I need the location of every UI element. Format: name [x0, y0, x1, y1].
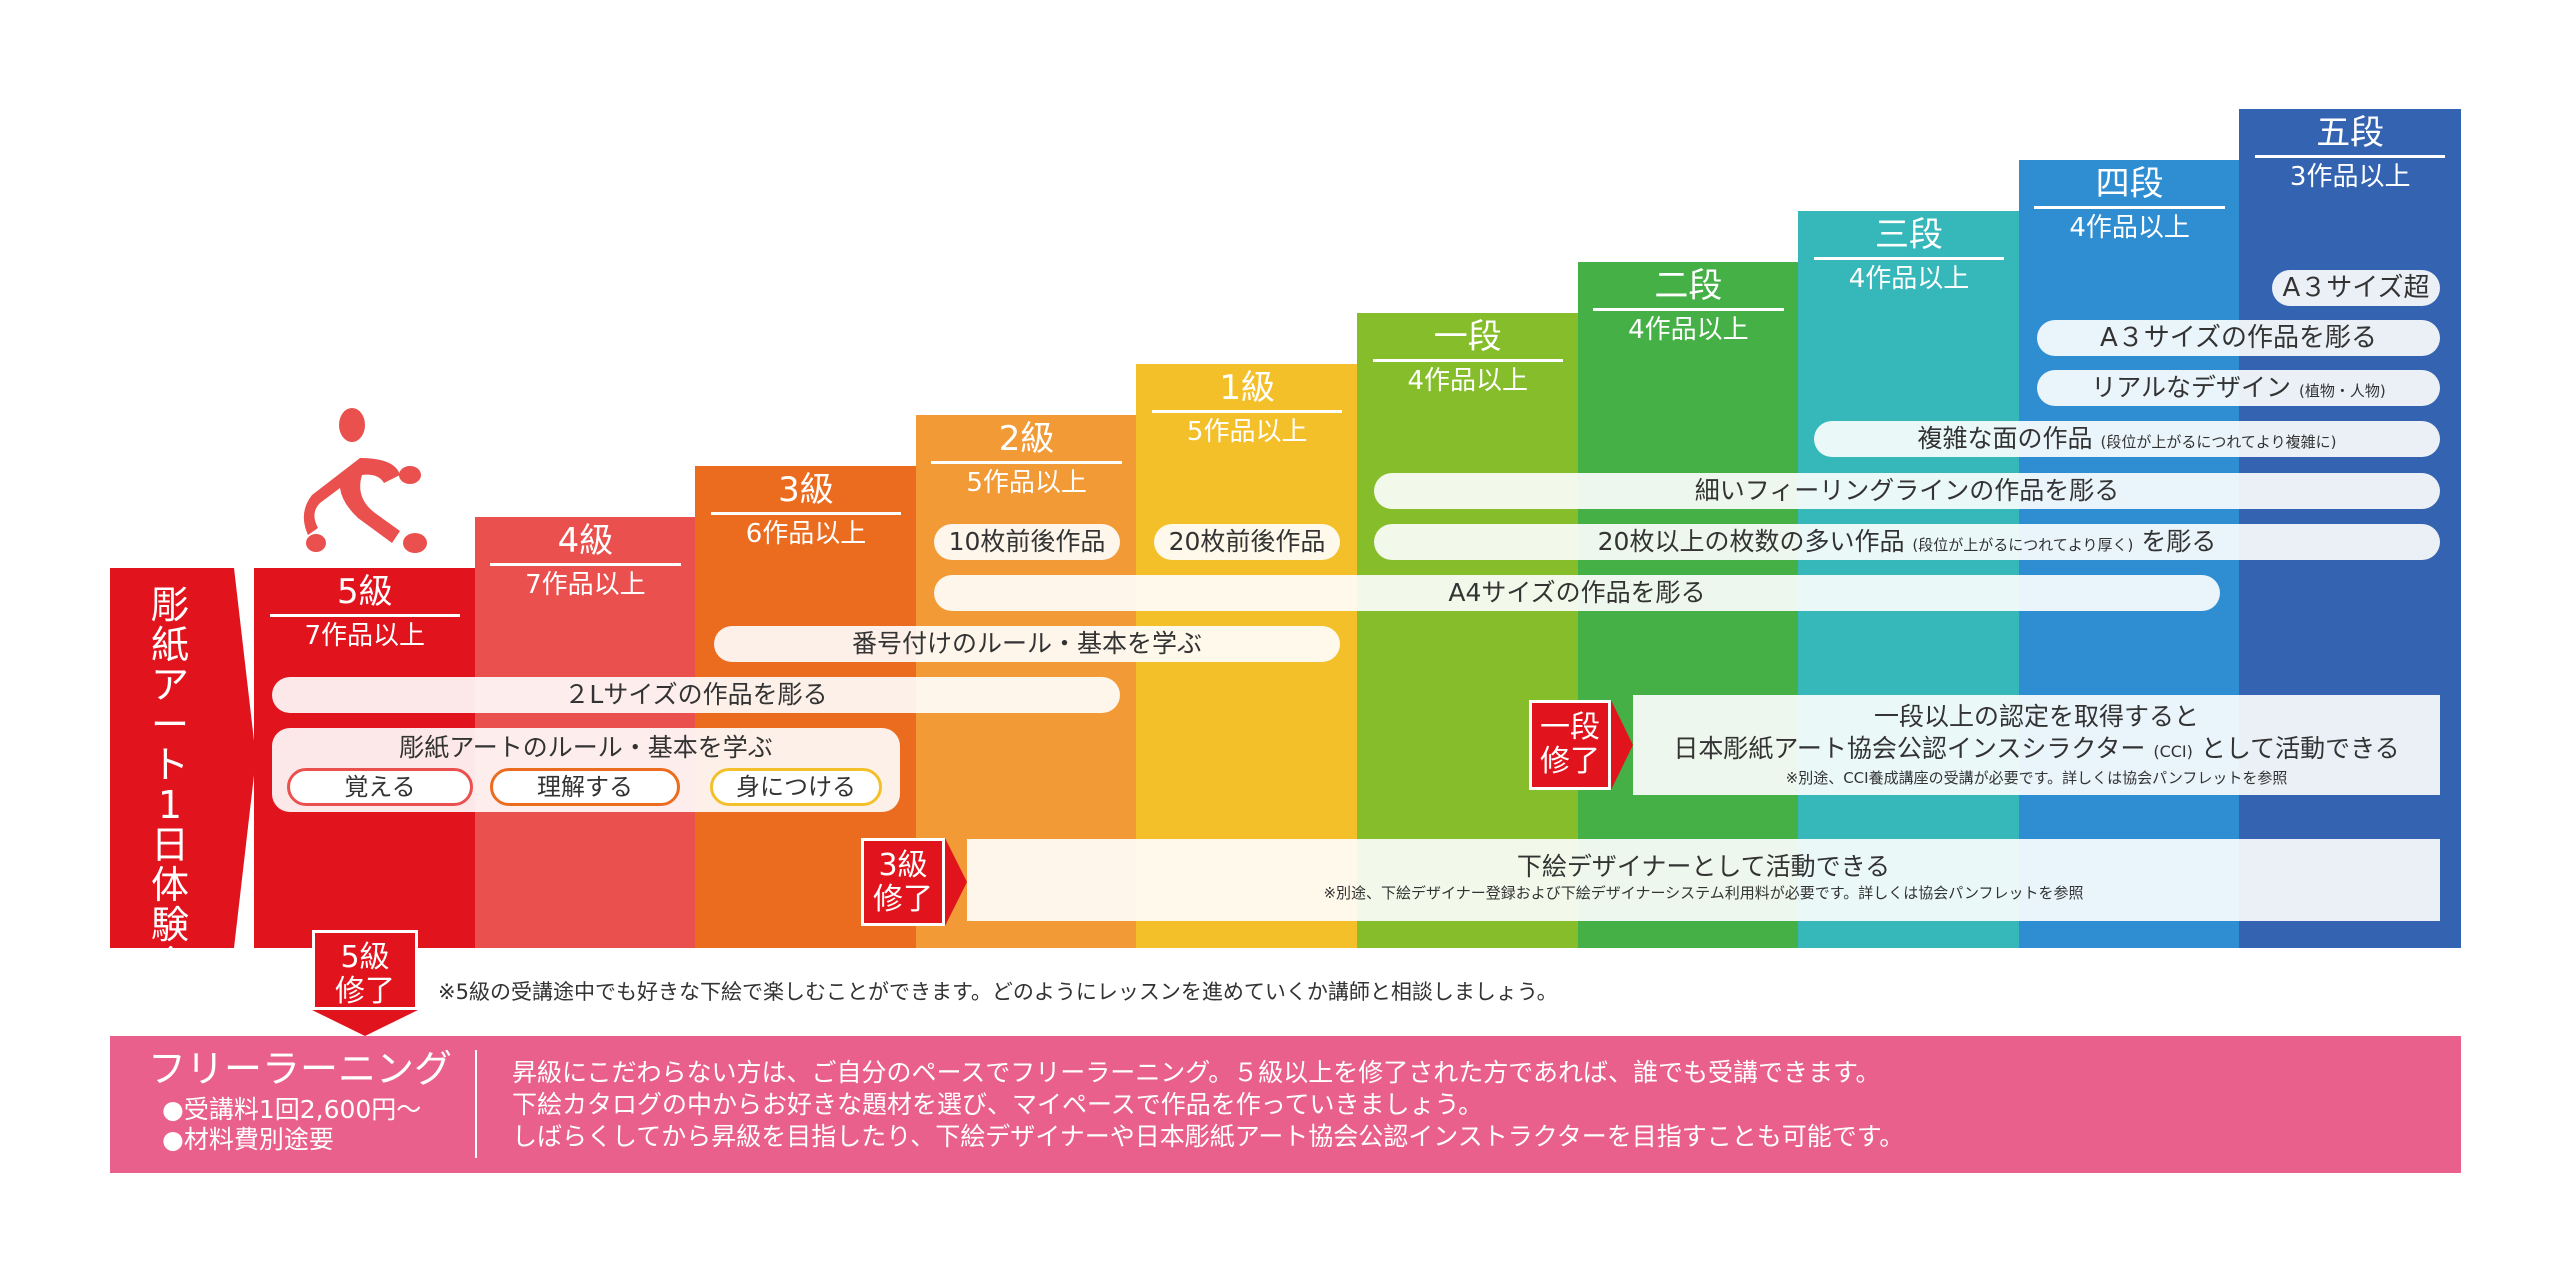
instructor-line2-cci: (CCI)	[2153, 742, 2193, 761]
free-learning-divider	[475, 1050, 477, 1158]
level-title: 2級	[998, 419, 1055, 459]
bar-many-label: 20枚以上の枚数の多い作品	[1597, 527, 1905, 556]
bar-a3: A３サイズの作品を彫る	[2037, 320, 2440, 356]
level-works: 4作品以上	[1407, 366, 1529, 396]
level-title: 一段	[1433, 317, 1502, 357]
basics-step-3: 身につける	[710, 768, 882, 806]
grade3-complete-tag: 3級 修了	[861, 838, 945, 926]
level-rule	[1151, 410, 1343, 413]
free-learning-band	[110, 1036, 2461, 1173]
level-works: 6作品以上	[745, 519, 867, 549]
basics-step-2: 理解する	[490, 768, 680, 806]
level-works: 5作品以上	[1186, 417, 1308, 447]
level-rule	[710, 512, 902, 515]
trial-label: 彫紙アート1日体験会	[150, 583, 189, 987]
designer-note: ※別途、下絵デザイナー登録および下絵デザイナーシステム利用料が必要です。詳しくは…	[1323, 884, 2084, 902]
level-rule	[269, 614, 461, 617]
free-learning-line-1: 昇級にこだわらない方は、ご自分のペースでフリーラーニング。５級以上を修了された方…	[512, 1058, 1881, 1087]
level-title: 1級	[1219, 368, 1275, 408]
designer-panel: 下絵デザイナーとして活動できる ※別途、下絵デザイナー登録および下絵デザイナーシ…	[967, 839, 2440, 921]
instructor-line2: 日本彫紙アート協会公認インスシラクター (CCI) として活動できる	[1633, 733, 2440, 768]
bar-realistic-label: リアルなデザイン	[2091, 373, 2292, 402]
level-title: 四段	[2095, 164, 2164, 204]
trial-column	[110, 568, 234, 948]
free-learning-material: ●材料費別途要	[162, 1125, 334, 1154]
instructor-line1: 一段以上の認定を取得すると	[1873, 702, 2199, 731]
level-title: 3級	[778, 470, 834, 510]
bar-many-note: (段位が上がるにつれてより厚く)	[1912, 536, 2134, 554]
instructor-note: ※別途、CCI養成講座の受講が必要です。詳しくは協会パンフレットを参照	[1785, 769, 2288, 787]
free-learning-title: フリーラーニング	[148, 1047, 453, 1091]
level-rule	[490, 563, 681, 566]
dan1-complete-tag: 一段 修了	[1529, 700, 1611, 790]
level-works: 7作品以上	[525, 570, 646, 600]
level-works: 4作品以上	[2069, 213, 2190, 243]
level-rule	[2254, 155, 2446, 158]
bar-twenty-sheets: 20枚前後作品	[1154, 524, 1340, 560]
bar-a3-over: A３サイズ超	[2272, 270, 2440, 306]
level-rule	[1593, 308, 1784, 311]
level-rule	[1813, 257, 2005, 260]
grade3-tag-arrow	[945, 838, 967, 926]
level-rule	[931, 461, 1122, 464]
level-title: 5級	[336, 572, 393, 612]
level-works: 7作品以上	[304, 621, 426, 651]
designer-line1: 下絵デザイナーとして活動できる	[1516, 852, 1891, 881]
level-works: 3作品以上	[2289, 162, 2411, 192]
free-learning-line-3: しばらくしてから昇級を目指したり、下絵デザイナーや日本彫紙アート協会公認インスト…	[512, 1122, 1905, 1151]
level-rule	[1372, 359, 1564, 362]
free-learning-fee: ●受講料1回2,600円〜	[162, 1095, 422, 1124]
basics-step-1: 覚える	[287, 768, 473, 806]
bar-2l-size: ２Lサイズの作品を彫る	[272, 677, 1120, 713]
bar-complex-label: 複雑な面の作品	[1917, 424, 2093, 453]
bar-realistic: リアルなデザイン (植物・人物)	[2037, 370, 2440, 406]
dan1-tag-arrow	[1611, 700, 1633, 790]
level-title: 五段	[2316, 113, 2385, 153]
level-works: 5作品以上	[966, 468, 1087, 498]
bar-a4: A4サイズの作品を彫る	[934, 575, 2220, 611]
basics-title: 彫紙アートのルール・基本を学ぶ	[399, 733, 773, 762]
instructor-line2-end: として活動できる	[2200, 734, 2400, 763]
instructor-line2-main: 日本彫紙アート協会公認インスシラクター	[1673, 734, 2146, 763]
level-works: 4作品以上	[1848, 264, 1970, 294]
grade5-complete-tag: 5級 修了	[312, 930, 418, 1010]
instructor-panel: 一段以上の認定を取得すると 日本彫紙アート協会公認インスシラクター (CCI) …	[1633, 695, 2440, 795]
bar-complex: 複雑な面の作品 (段位が上がるにつれてより複雑に)	[1814, 421, 2440, 457]
bar-many-sheets: 20枚以上の枚数の多い作品 (段位が上がるにつれてより厚く) を彫る	[1374, 524, 2440, 560]
level-title: 二段	[1654, 266, 1723, 306]
bar-ten-sheets: 10枚前後作品	[934, 524, 1120, 560]
running-figure-icon	[303, 408, 427, 553]
bar-realistic-note: (植物・人物)	[2299, 382, 2386, 400]
trial-arrow	[234, 568, 256, 948]
bar-fine-lines: 細いフィーリングラインの作品を彫る	[1374, 473, 2440, 509]
bar-many-suffix: を彫る	[2141, 527, 2217, 556]
free-learning-line-2: 下絵カタログの中からお好きな題材を選び、マイペースで作品を作っていきましょう。	[512, 1090, 1484, 1119]
bar-numbering: 番号付けのルール・基本を学ぶ	[714, 626, 1340, 662]
level-title: 三段	[1874, 215, 1943, 255]
level-works: 4作品以上	[1628, 315, 1749, 345]
level-rule	[2034, 206, 2225, 209]
grade5-note: ※5級の受講途中でも好きな下絵で楽しむことができます。どのようにレッスンを進めて…	[438, 980, 1558, 1004]
grade5-tag-arrow	[312, 1010, 418, 1036]
bar-complex-note: (段位が上がるにつれてより複雑に)	[2100, 433, 2337, 451]
level-title: 4級	[557, 521, 614, 561]
